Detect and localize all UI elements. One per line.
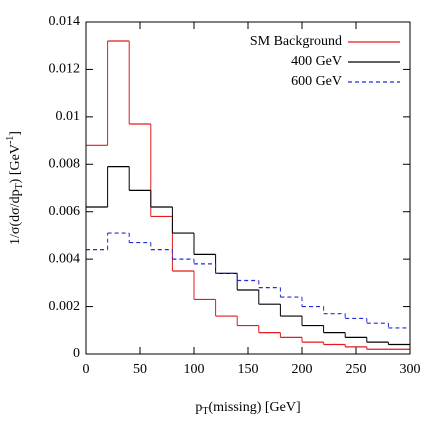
y-label-part: ] [8,131,23,136]
x-tick-label: 100 [184,362,205,377]
x-tick-label: 150 [238,362,259,377]
x-tick-label: 250 [346,362,367,377]
x-tick-label: 300 [400,362,421,377]
y-tick-label: 0.01 [56,109,81,124]
y-tick-label: 0.014 [49,14,81,29]
y-tick-label: 0.008 [49,157,81,172]
y-tick-label: 0.012 [49,62,81,77]
y-axis-label: 1/σ(dσ/dpT) [GeV-1] [5,131,25,245]
y-tick-label: 0.006 [49,204,81,219]
y-label-sub: T [14,183,25,189]
plot-frame [85,21,411,355]
legend-label: 600 GeV [291,74,342,89]
x-label-part: p [195,400,202,415]
x-tick-label: 0 [83,362,90,377]
y-tick-label: 0.002 [49,299,81,314]
legend-label: SM Background [250,34,342,49]
y-tick-label: 0 [73,346,80,361]
x-tick-label: 200 [292,362,313,377]
x-axis-label: pT(missing) [GeV] [195,400,300,417]
legend-label: 400 GeV [291,54,342,69]
x-label-sub: T [202,406,208,417]
y-label-sup: -1 [5,136,16,144]
x-tick-label: 50 [133,362,147,377]
x-label-part: (missing) [GeV] [208,400,300,415]
y-label-part: ) [GeV [8,144,23,183]
y-label-part: 1/σ(dσ/dp [8,189,23,245]
y-tick-label: 0.004 [49,251,81,266]
